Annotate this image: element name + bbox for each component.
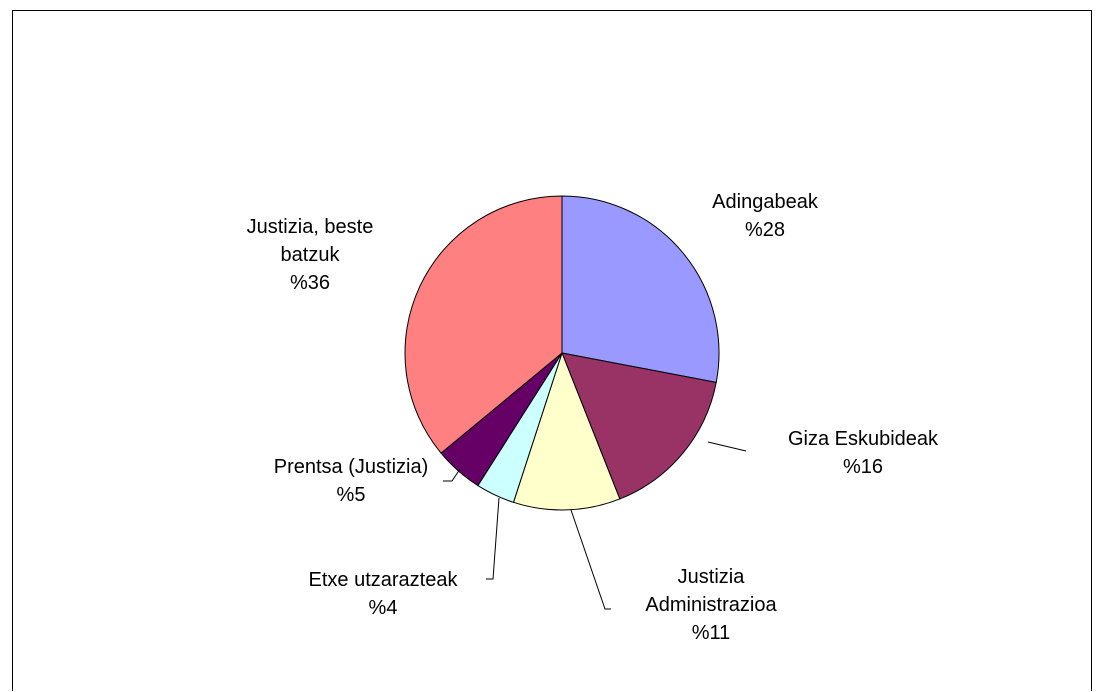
pie-slice-2 <box>561 352 717 500</box>
slice-name-label: Justizia, beste <box>247 216 374 238</box>
slice-labels: Adingabeak %28 Giza Eskubideak %16 Justizia A… <box>247 191 939 644</box>
slice-percent-label: %36 <box>290 272 330 294</box>
slice-label-3: Justizia Administrazioa %11 <box>645 566 777 644</box>
pie-chart: Adingabeak %28 Giza Eskubideak %16 Justizia A… <box>247 191 939 644</box>
slice-label-2: Giza Eskubideak %16 <box>788 428 939 478</box>
pie-slice-1 <box>561 195 720 384</box>
slice-percent-label: %5 <box>337 484 366 506</box>
pie-slice-6 <box>404 195 563 454</box>
slice-name-label: Justizia <box>678 566 746 588</box>
pie-slice-3 <box>512 351 621 511</box>
slice-label-5: Prentsa (Justizia) %5 <box>274 456 429 506</box>
slice-label-6: Justizia, beste batzuk %36 <box>247 216 374 294</box>
slice-percent-label: %4 <box>369 597 398 619</box>
slice-name-label: Adingabeak <box>712 191 819 213</box>
slice-name-label: batzuk <box>281 244 341 266</box>
chart-frame: Adingabeak %28 Giza Eskubideak %16 Justizia A… <box>12 10 1092 691</box>
slice-label-1: Adingabeak %28 <box>712 191 819 241</box>
slice-name-label: Giza Eskubideak <box>788 428 939 450</box>
slice-percent-label: %16 <box>843 456 883 478</box>
slice-name-label: Prentsa (Justizia) <box>274 456 429 478</box>
leader-line-2 <box>707 441 747 452</box>
leader-line-5 <box>443 468 461 482</box>
leader-lines <box>443 441 747 610</box>
slice-label-4: Etxe utzarazteak %4 <box>309 569 459 619</box>
slice-name-label: Administrazioa <box>645 594 777 616</box>
slice-percent-label: %28 <box>745 219 785 241</box>
leader-line-4 <box>486 497 500 580</box>
slice-percent-label: %11 <box>692 622 731 644</box>
slice-name-label: Etxe utzarazteak <box>309 569 459 591</box>
pie-slices <box>404 195 720 511</box>
leader-line-3 <box>570 509 611 610</box>
